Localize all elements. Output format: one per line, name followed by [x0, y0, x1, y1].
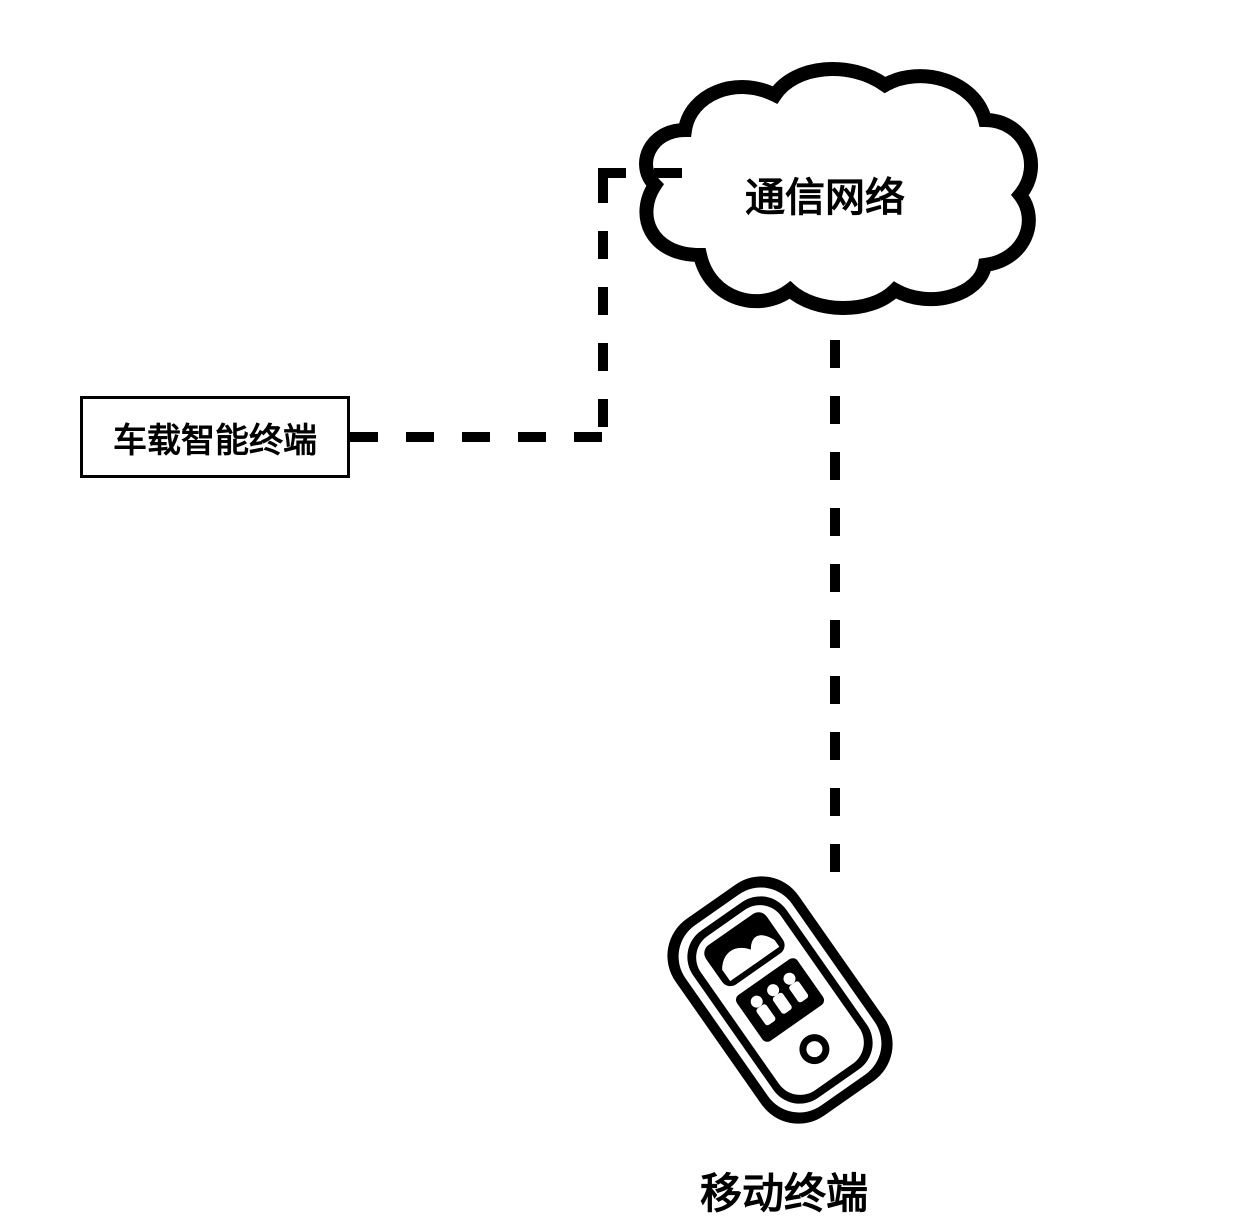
edge-terminal-cloud-h2	[598, 168, 688, 178]
phone-icon	[630, 870, 930, 1130]
phone-node	[630, 870, 930, 1130]
edge-terminal-cloud-h1	[350, 432, 610, 442]
edge-cloud-phone	[830, 340, 840, 880]
edge-terminal-cloud-v	[598, 175, 608, 443]
phone-label: 移动终端	[700, 1160, 868, 1221]
vehicle-terminal-node: 车载智能终端	[80, 396, 350, 478]
cloud-label: 通信网络	[745, 165, 905, 223]
cloud-node: 通信网络	[620, 55, 1050, 335]
vehicle-terminal-label: 车载智能终端	[113, 413, 317, 462]
